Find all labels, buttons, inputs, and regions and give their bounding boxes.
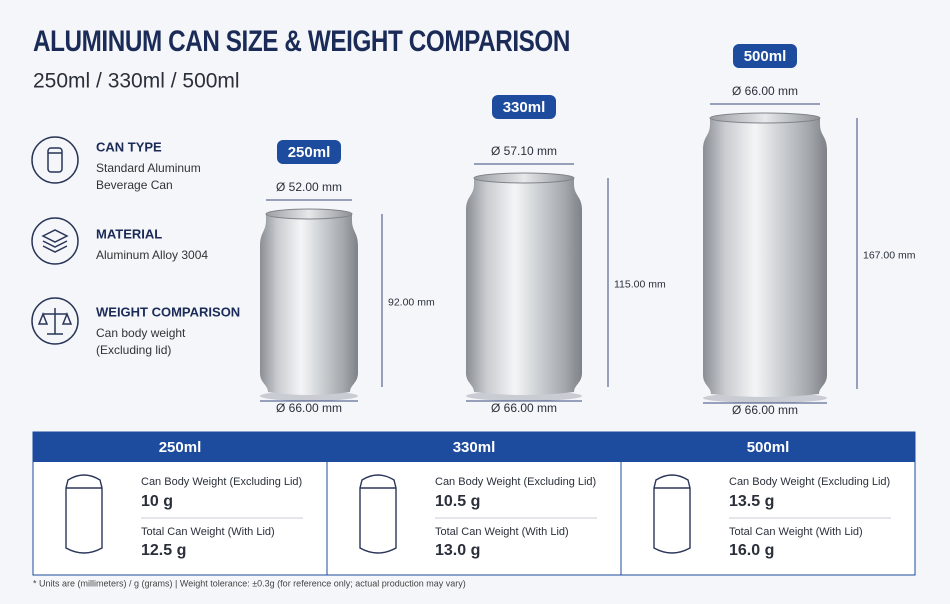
can-body [466, 178, 582, 395]
height: 167.00 mm [863, 249, 916, 261]
can-icon [653, 474, 691, 554]
title: ALUMINUM CAN SIZE & WEIGHT COMPARISON [33, 25, 570, 58]
weight-label: Total Can Weight (With Lid) [729, 526, 863, 538]
weight-value: 10 g [141, 493, 173, 510]
bottom-diameter: Ø 66.00 mm [491, 401, 557, 415]
top-diameter: Ø 66.00 mm [732, 84, 798, 98]
height: 115.00 mm [614, 278, 666, 290]
weight-value: 16.0 g [729, 542, 774, 559]
bottom-diameter: Ø 66.00 mm [276, 401, 342, 415]
can-icon [65, 474, 103, 554]
weight-value: 13.5 g [729, 493, 774, 510]
weight-label: Can Body Weight (Excluding Lid) [729, 476, 890, 488]
weight-label: Can Body Weight (Excluding Lid) [141, 476, 302, 488]
size-pill [277, 140, 341, 164]
top-diameter: Ø 52.00 mm [276, 180, 342, 194]
top-diameter: Ø 57.10 mm [491, 144, 557, 158]
feature-text: Beverage Can [96, 178, 173, 192]
column-header: 330ml [453, 439, 496, 456]
subtitle: 250ml / 330ml / 500ml [33, 70, 240, 93]
column-header: 250ml [159, 439, 202, 456]
feature-text: Standard Aluminum [96, 161, 201, 175]
feature-text: (Excluding lid) [96, 343, 171, 357]
can-lid [473, 172, 575, 184]
feature-text: Can body weight [96, 326, 186, 340]
size-pill [492, 95, 556, 119]
feature-title: WEIGHT COMPARISON [96, 304, 240, 319]
table-header [33, 432, 915, 462]
size-label: 330ml [503, 99, 546, 116]
feature-text: Aluminum Alloy 3004 [96, 248, 208, 262]
size-pill [733, 44, 797, 68]
feature-title: CAN TYPE [96, 139, 162, 154]
size-label: 250ml [288, 144, 331, 161]
feature-icons [31, 136, 79, 345]
weight-value: 12.5 g [141, 542, 186, 559]
can-lid [265, 208, 353, 220]
weight-value: 13.0 g [435, 542, 480, 559]
weight-label: Total Can Weight (With Lid) [435, 526, 569, 538]
column-header: 500ml [747, 439, 790, 456]
can-lid [709, 112, 821, 124]
weight-label: Total Can Weight (With Lid) [141, 526, 275, 538]
can-body [260, 214, 358, 395]
feature-title: MATERIAL [96, 226, 162, 241]
can-icon [359, 474, 397, 554]
weight-value: 10.5 g [435, 493, 480, 510]
can-body [703, 118, 827, 397]
footnote: * Units are (millimeters) / g (grams) | … [33, 578, 466, 588]
weight-label: Can Body Weight (Excluding Lid) [435, 476, 596, 488]
bottom-diameter: Ø 66.00 mm [732, 403, 798, 417]
size-label: 500ml [744, 48, 787, 65]
height: 92.00 mm [388, 296, 435, 308]
